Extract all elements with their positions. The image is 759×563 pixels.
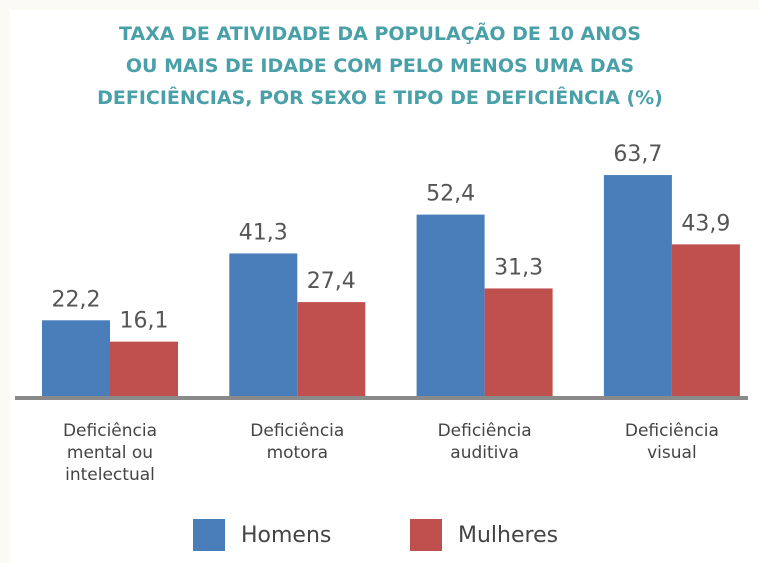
legend-label: Mulheres: [458, 523, 558, 548]
data-label: 31,3: [494, 255, 543, 280]
bar: [416, 214, 485, 398]
bar: [603, 175, 672, 398]
bar: [297, 302, 366, 398]
x-tick-label: Deficiência visual: [625, 421, 719, 463]
x-tick-label: Deficiência auditiva: [438, 421, 532, 463]
bar: [484, 288, 553, 398]
bar: [229, 253, 298, 398]
data-label: 52,4: [426, 182, 475, 207]
x-tick-label: Deficiência mental ou intelectual: [63, 421, 157, 485]
data-label: 41,3: [239, 220, 288, 245]
data-label: 43,9: [681, 211, 730, 236]
bar: [42, 320, 110, 398]
data-label: 63,7: [613, 142, 662, 167]
legend-label: Homens: [241, 523, 331, 548]
chart-title: TAXA DE ATIVIDADE DA POPULAÇÃO DE 10 ANO…: [97, 21, 663, 109]
data-label: 22,2: [52, 287, 101, 312]
bar: [110, 341, 178, 398]
data-label: 16,1: [120, 309, 169, 334]
x-tick-label: Deficiência motora: [250, 421, 344, 463]
legend-swatch: [193, 519, 225, 551]
bar: [671, 244, 740, 398]
data-label: 27,4: [307, 269, 356, 294]
legend-swatch: [410, 519, 442, 551]
